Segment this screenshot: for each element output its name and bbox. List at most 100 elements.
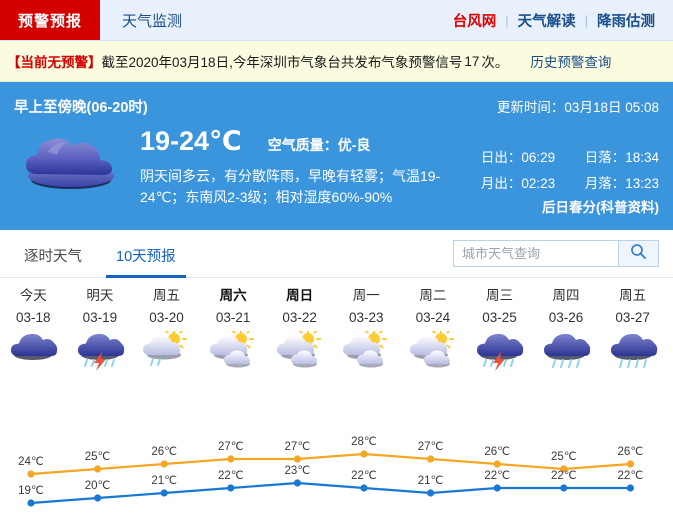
high-temp-point — [360, 450, 368, 458]
nav-item-forecast-warning[interactable]: 预警预报 — [0, 0, 100, 40]
low-temp-point — [626, 484, 635, 492]
high-temp-point — [293, 455, 301, 463]
sun-shower-icon — [140, 328, 192, 378]
alert-banner: 【当前无预警】 截至2020年03月18日,今年深圳市气象台共发布气象预警信号 … — [0, 41, 673, 82]
air-quality-label: 空气质量：优-良 — [267, 137, 371, 153]
day-date-label: 03-27 — [615, 310, 650, 325]
current-weather-panel: 早上至傍晚(06-20时) 19-24℃ 空气质量：优-良 — [0, 82, 673, 230]
day-of-week-label: 明天 — [86, 288, 114, 303]
day-of-week-label: 周一 — [352, 288, 380, 303]
tab-hourly-weather[interactable]: 逐时天气 — [24, 249, 82, 265]
weather-icon-cell-2 — [67, 331, 134, 377]
top-navigation-bar: 预警预报 天气监测 台风网 | 天气解读 | 降雨估测 — [0, 0, 673, 41]
weather-icon-cell-1 — [0, 331, 67, 377]
low-temp-line — [30, 481, 631, 505]
high-temp-label: 27℃ — [285, 441, 311, 453]
forecast-period-label: 早上至傍晚(06-20时) — [14, 100, 148, 116]
nav-link-weather-interpretation[interactable]: 天气解读 — [517, 13, 576, 30]
alert-text-before: 截至2020年03月18日,今年深圳市气象台共发布气象预警信号 — [101, 55, 463, 70]
low-temp-point — [560, 484, 568, 492]
nav-link-rain-estimate[interactable]: 降雨估测 — [597, 13, 655, 30]
nav-item-weather-monitor[interactable]: 天气监测 — [122, 12, 183, 30]
weather-icon-cell-5 — [266, 328, 333, 378]
weather-icon-row — [0, 328, 673, 378]
high-temp-point — [626, 460, 635, 468]
low-temp-label: 21℃ — [151, 475, 177, 487]
day-date-label: 03-24 — [415, 310, 451, 325]
high-temp-point — [560, 465, 568, 473]
day-of-week-label: 周二 — [419, 288, 447, 303]
low-temp-label: 23℃ — [285, 465, 311, 477]
high-temp-label: 26℃ — [484, 446, 510, 458]
forecast-tabs-row: 逐时天气 10天预报 — [0, 230, 673, 278]
current-temperature-range: 19-24℃ — [140, 126, 242, 156]
tab-list: 逐时天气 10天预报 — [0, 230, 200, 278]
high-temp-label: 24℃ — [18, 456, 44, 468]
day-of-week-label: 周五 — [152, 288, 180, 303]
low-temp-point — [427, 489, 435, 497]
moonset-label: 月落：13:23 — [584, 176, 659, 191]
moonrise-label: 月出：02:23 — [480, 176, 556, 191]
day-date-label: 03-26 — [548, 310, 584, 325]
cloudy-icon — [7, 331, 59, 378]
weather-icon-cell-10 — [599, 331, 666, 377]
high-temp-line — [30, 452, 631, 476]
search-input[interactable] — [453, 240, 618, 267]
high-temp-point — [227, 455, 235, 463]
alert-text-after: 次。 — [481, 55, 509, 70]
low-temp-label: 22℃ — [618, 470, 644, 482]
solar-term-link[interactable]: 后日春分(科普资料) — [542, 200, 659, 215]
day-column-2[interactable]: 明天 03-19 — [67, 285, 134, 329]
low-temp-point — [160, 489, 168, 497]
low-temp-label: 22℃ — [484, 470, 510, 482]
alert-count: 17 — [464, 53, 480, 69]
low-temp-label: 22℃ — [351, 470, 377, 482]
high-temp-label: 25℃ — [551, 451, 577, 463]
day-column-1[interactable]: 今天 03-18 — [0, 285, 67, 329]
high-temp-point — [493, 460, 501, 468]
day-date-label: 03-25 — [482, 310, 517, 325]
partly-cloudy-icon — [274, 328, 326, 378]
low-temp-label: 20℃ — [85, 480, 111, 492]
day-date-label: 03-23 — [349, 310, 384, 325]
rain-icon — [540, 331, 592, 378]
sunrise-label: 日出：06:29 — [480, 150, 556, 165]
low-temp-label: 19℃ — [18, 485, 44, 497]
tab-ten-day-forecast[interactable]: 10天预报 — [106, 245, 186, 278]
low-temp-label: 22℃ — [551, 470, 577, 482]
history-alert-query-link[interactable]: 历史预警查询 — [530, 55, 612, 70]
day-column-6[interactable]: 周一 03-23 — [333, 285, 400, 329]
low-temp-point — [27, 499, 35, 507]
nav-separator-2: | — [584, 12, 588, 28]
day-header-row: 今天 03-18 明天 03-19 周五 03-20 周六 03-21 周日 03-22 周一 03-… — [0, 278, 673, 329]
current-weather-summary: 19-24℃ 空气质量：优-良 阴天间多云，有分散阵雨，早晚有轻雾；气温19-2… — [140, 126, 460, 208]
rain-icon — [607, 331, 659, 378]
day-column-4[interactable]: 周六 03-21 — [200, 285, 267, 329]
day-column-5[interactable]: 周日 03-22 — [266, 285, 333, 329]
day-of-week-label: 周四 — [552, 288, 580, 303]
day-date-label: 03-21 — [215, 310, 251, 325]
high-temp-label: 25℃ — [85, 451, 111, 463]
thunderstorm-icon — [473, 331, 525, 378]
day-column-3[interactable]: 周五 03-20 — [133, 285, 200, 329]
day-of-week-label: 周三 — [485, 288, 513, 303]
high-temp-point — [94, 465, 102, 473]
day-of-week-label: 周五 — [619, 288, 647, 303]
day-date-label: 03-19 — [82, 310, 118, 325]
temperature-trend-chart: 24℃ 25℃ 26℃ 27℃ 27℃ 28℃ 27℃ 26℃ 25℃ 26℃ 19℃ 20℃ 21℃ 2… — [0, 428, 673, 526]
high-temp-point — [27, 470, 35, 478]
day-date-label: 03-20 — [149, 310, 184, 325]
day-date-label: 03-18 — [16, 310, 51, 325]
nav-right-links: 台风网 | 天气解读 | 降雨估测 — [444, 0, 673, 40]
day-column-9[interactable]: 周四 03-26 — [533, 285, 600, 329]
day-of-week-label: 周六 — [219, 288, 247, 303]
day-column-7[interactable]: 周二 03-24 — [400, 285, 467, 329]
nav-link-typhoon[interactable]: 台风网 — [452, 13, 497, 30]
day-column-8[interactable]: 周三 03-25 — [466, 285, 533, 329]
low-temp-point — [227, 484, 235, 492]
nav-separator-1: | — [505, 12, 509, 28]
high-temp-point — [160, 460, 168, 468]
day-column-10[interactable]: 周五 03-27 — [599, 285, 666, 329]
weather-description: 阴天间多云，有分散阵雨，早晚有轻雾；气温19-24℃；东南风2-3级；相对湿度6… — [140, 168, 441, 205]
search-button[interactable] — [618, 240, 659, 267]
